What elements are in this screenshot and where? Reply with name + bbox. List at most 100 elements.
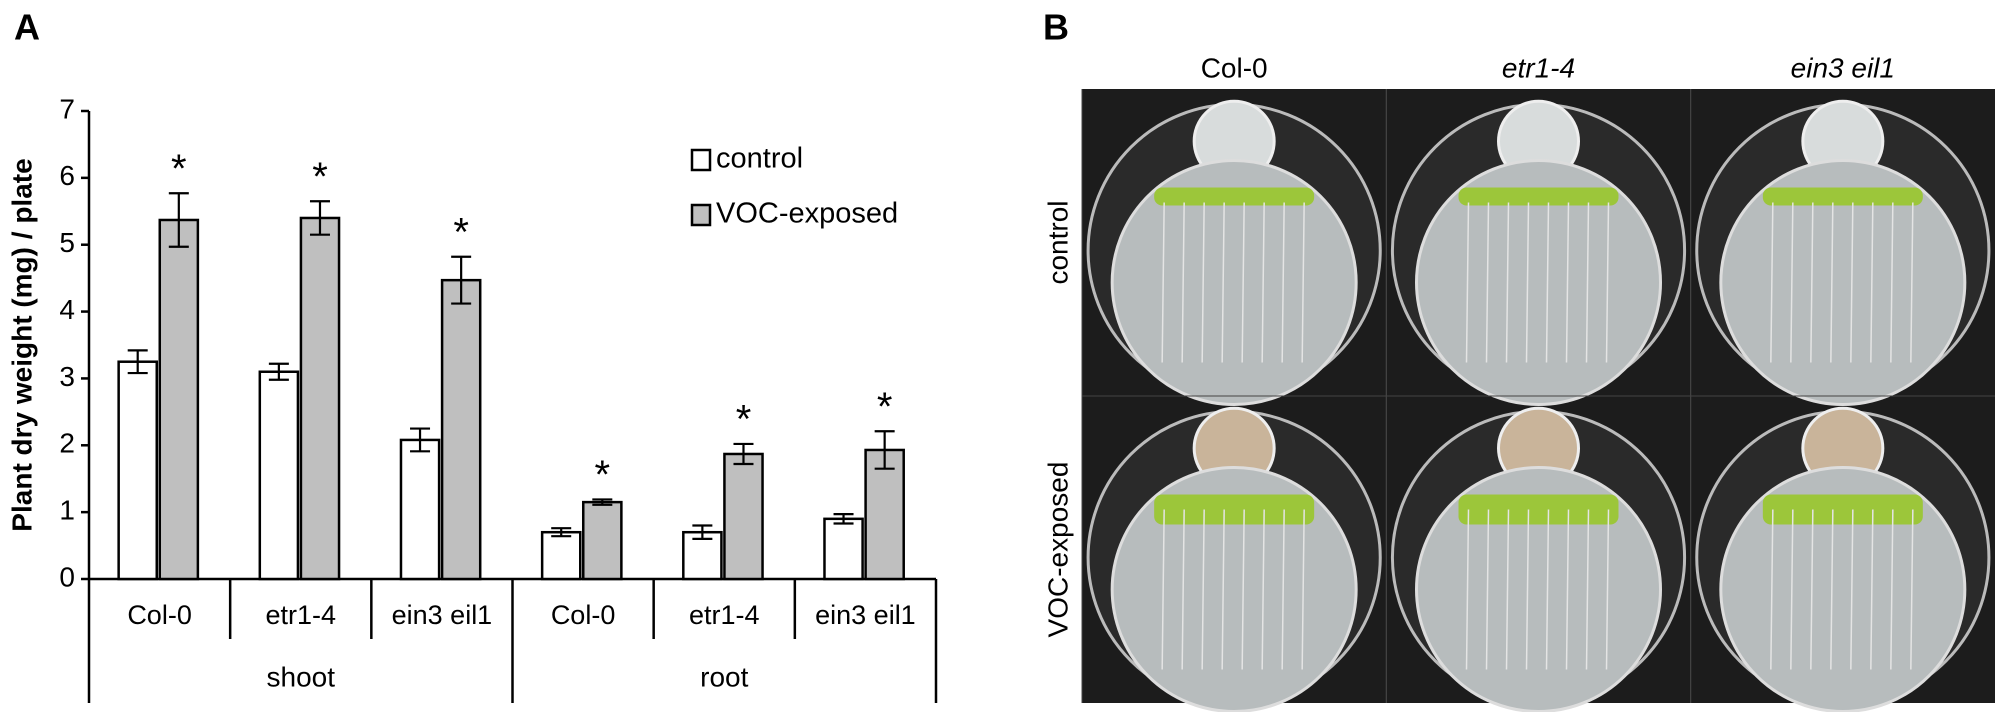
root — [1281, 509, 1285, 670]
error-bar — [733, 442, 754, 466]
significance-mark: * — [877, 385, 893, 429]
root — [1201, 202, 1205, 363]
bar — [823, 517, 864, 581]
group-label: shoot — [267, 661, 336, 692]
root — [1605, 509, 1610, 670]
root — [1565, 202, 1570, 363]
row-label: control — [1042, 200, 1073, 284]
x-tick-label: Col-0 — [551, 600, 616, 630]
error-bar — [309, 200, 330, 236]
bar — [582, 500, 623, 581]
significance-mark: * — [736, 398, 752, 442]
root — [1525, 202, 1530, 363]
error-bar — [692, 524, 713, 540]
panel-label: A — [14, 7, 40, 48]
legend-label: control — [716, 143, 803, 175]
x-tick-label: ein3 eil1 — [815, 600, 916, 630]
root — [1585, 509, 1590, 670]
root — [1485, 509, 1490, 670]
error-bar — [268, 362, 289, 381]
root — [1890, 202, 1894, 363]
y-tick-label: 1 — [59, 495, 75, 526]
root — [1181, 202, 1185, 363]
seedlings — [1458, 187, 1619, 206]
bar — [540, 530, 582, 581]
root — [1545, 509, 1550, 670]
root — [1770, 509, 1774, 670]
legend-swatch — [690, 148, 712, 172]
y-axis-label: Plant dry weight (mg) / plate — [6, 158, 37, 531]
x-tick-label: Col-0 — [127, 600, 192, 630]
error-bar — [410, 427, 431, 453]
y-tick-label: 4 — [59, 294, 75, 325]
bar — [258, 370, 300, 581]
root — [1505, 202, 1510, 363]
root — [1301, 202, 1305, 363]
legend-label: VOC-exposed — [716, 198, 898, 230]
root — [1281, 202, 1285, 363]
bar — [299, 216, 341, 581]
root — [1790, 509, 1794, 670]
error-bar — [551, 527, 572, 538]
root — [1465, 509, 1470, 670]
root — [1890, 509, 1894, 670]
bar — [864, 448, 905, 581]
error-bar — [874, 430, 895, 470]
x-tick-label: ein3 eil1 — [392, 600, 493, 630]
y-tick-label: 2 — [59, 428, 75, 459]
plate — [1110, 159, 1358, 406]
root — [1261, 509, 1265, 670]
root — [1241, 509, 1245, 670]
bar — [723, 452, 764, 581]
x-tick-label: etr1-4 — [689, 600, 760, 630]
x-tick-label: etr1-4 — [265, 600, 336, 630]
significance-mark: * — [312, 155, 328, 199]
plate — [1415, 159, 1662, 406]
group-label: root — [700, 661, 748, 692]
significance-mark: * — [453, 210, 469, 254]
column-label: ein3 eil1 — [1791, 52, 1895, 83]
plate — [1719, 159, 1967, 406]
seedlings — [1762, 494, 1923, 525]
y-tick-label: 7 — [59, 93, 75, 124]
photo-panel — [1081, 89, 1995, 712]
y-tick-label: 3 — [59, 361, 75, 392]
bar — [158, 218, 200, 581]
root — [1525, 509, 1530, 670]
error-bar — [127, 349, 148, 375]
root — [1301, 509, 1305, 670]
seedlings — [1762, 187, 1923, 206]
bar — [399, 438, 441, 581]
root — [1850, 509, 1854, 670]
error-bar — [592, 498, 613, 506]
y-tick-label: 6 — [59, 160, 75, 191]
root — [1161, 509, 1165, 670]
root — [1910, 509, 1914, 670]
root — [1910, 202, 1914, 363]
root — [1221, 509, 1225, 670]
error-bar — [833, 513, 854, 525]
y-tick-label: 5 — [59, 227, 75, 258]
root — [1545, 202, 1550, 363]
significance-mark: * — [171, 147, 187, 191]
panel-label: B — [1043, 7, 1069, 48]
root — [1585, 202, 1590, 363]
root — [1181, 509, 1185, 670]
seedlings — [1154, 494, 1315, 525]
significance-mark: * — [595, 453, 611, 497]
root — [1790, 202, 1794, 363]
bar — [117, 360, 159, 581]
root — [1770, 202, 1774, 363]
seedlings — [1458, 494, 1619, 525]
bar — [440, 278, 482, 581]
root — [1261, 202, 1265, 363]
y-tick-label: 0 — [59, 561, 75, 592]
root — [1485, 202, 1490, 363]
error-bar — [451, 255, 472, 305]
root — [1161, 202, 1165, 363]
root — [1850, 202, 1854, 363]
root — [1241, 202, 1245, 363]
root — [1605, 202, 1610, 363]
root — [1870, 509, 1874, 670]
